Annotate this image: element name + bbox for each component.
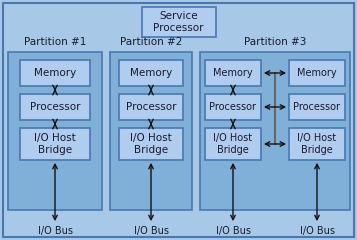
Text: I/O Host
Bridge: I/O Host Bridge [130,133,172,155]
Bar [205,128,261,160]
Text: I/O Host
Bridge: I/O Host Bridge [34,133,76,155]
Bar [141,7,216,37]
Text: Partition #1: Partition #1 [24,37,86,47]
Text: Memory: Memory [130,68,172,78]
Text: Memory: Memory [213,68,253,78]
Text: Processor: Processor [126,102,176,112]
Text: I/O Bus: I/O Bus [216,226,251,236]
Bar [8,52,102,210]
Text: I/O Host
Bridge: I/O Host Bridge [213,133,252,155]
Text: Partition #2: Partition #2 [120,37,182,47]
Text: Processor: Processor [30,102,80,112]
Text: I/O Bus: I/O Bus [134,226,169,236]
Bar [289,60,345,86]
Text: Memory: Memory [297,68,337,78]
Text: Partition #3: Partition #3 [244,37,306,47]
Text: Processor: Processor [293,102,341,112]
Text: I/O Host
Bridge: I/O Host Bridge [297,133,337,155]
Bar [200,52,350,210]
Bar [289,94,345,120]
Bar [119,128,183,160]
Text: Service
Processor: Service Processor [153,11,204,33]
Bar [205,60,261,86]
Text: Memory: Memory [34,68,76,78]
Bar [110,52,192,210]
Bar [205,94,261,120]
Text: Processor: Processor [210,102,256,112]
Text: I/O Bus: I/O Bus [37,226,72,236]
Bar [20,94,90,120]
Bar [20,60,90,86]
Bar [289,128,345,160]
Text: I/O Bus: I/O Bus [300,226,335,236]
Bar [119,60,183,86]
Bar [119,94,183,120]
Bar [20,128,90,160]
